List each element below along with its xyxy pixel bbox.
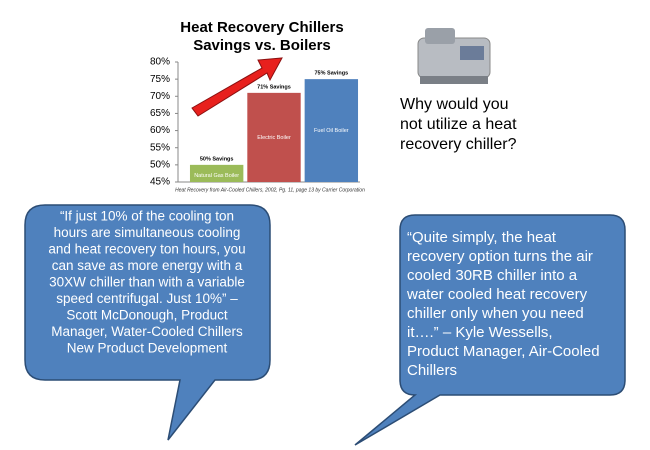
y-tick-label: 65%	[150, 108, 170, 119]
bar	[304, 79, 359, 182]
question-text: Why would you	[400, 96, 509, 113]
y-tick-label: 45%	[150, 177, 170, 188]
bar-category-label: Electric Boiler	[257, 135, 291, 141]
question-text: not utilize a heat	[400, 116, 517, 133]
bar-category-label: Natural Gas Boiler	[194, 173, 239, 179]
callout-text: Product Manager, Air-Cooled	[407, 343, 600, 360]
value-label: 50% Savings	[200, 156, 234, 162]
y-tick-label: 75%	[150, 74, 170, 85]
y-tick-label: 60%	[150, 125, 170, 136]
y-tick-label: 55%	[150, 142, 170, 153]
value-label: 71% Savings	[257, 84, 291, 90]
callout-bubble	[354, 214, 626, 446]
y-tick-label: 70%	[150, 91, 170, 102]
callout-text: it….” – Kyle Wessells,	[407, 324, 553, 341]
chart-source: Heat Recovery from Air-Cooled Chillers, …	[175, 187, 365, 193]
callout-text: Chillers	[407, 362, 457, 379]
y-tick-label: 50%	[150, 159, 170, 170]
bar	[189, 164, 244, 182]
callout-text: recovery option turns the air	[407, 248, 593, 265]
callout-text: New Product Development	[67, 341, 228, 356]
callout-text: and heat recovery ton hours, you	[48, 242, 245, 257]
callout-text: chiller only when you need	[407, 305, 584, 322]
callout-text: Manager, Water-Cooled Chillers	[51, 324, 243, 339]
callout-text: “If just 10% of the cooling ton	[60, 209, 234, 224]
callout-text: hours are simultaneous cooling	[54, 225, 241, 240]
chiller-image	[417, 28, 491, 84]
bar-category-label: Fuel Oil Boiler	[314, 128, 349, 134]
trend-arrow	[191, 57, 283, 117]
callout-text: “Quite simply, the heat	[407, 229, 557, 246]
y-tick-label: 80%	[150, 57, 170, 68]
callout-text: 30XW chiller than with a variable	[49, 275, 245, 290]
callout-text: Scott McDonough, Product	[66, 308, 228, 323]
chart-subtitle: Savings vs. Boilers	[193, 37, 331, 54]
question-text: recovery chiller?	[400, 136, 517, 153]
chart-title: Heat Recovery Chillers	[180, 19, 343, 36]
callout-text: speed centrifugal. Just 10%” –	[56, 291, 238, 306]
value-label: 75% Savings	[315, 71, 349, 77]
callout-text: cooled 30RB chiller into a	[407, 267, 578, 284]
callout-text: water cooled heat recovery	[406, 286, 588, 303]
callout-bubble	[24, 204, 271, 441]
callout-text: can save as more energy with a	[52, 258, 243, 273]
bar	[247, 92, 301, 182]
